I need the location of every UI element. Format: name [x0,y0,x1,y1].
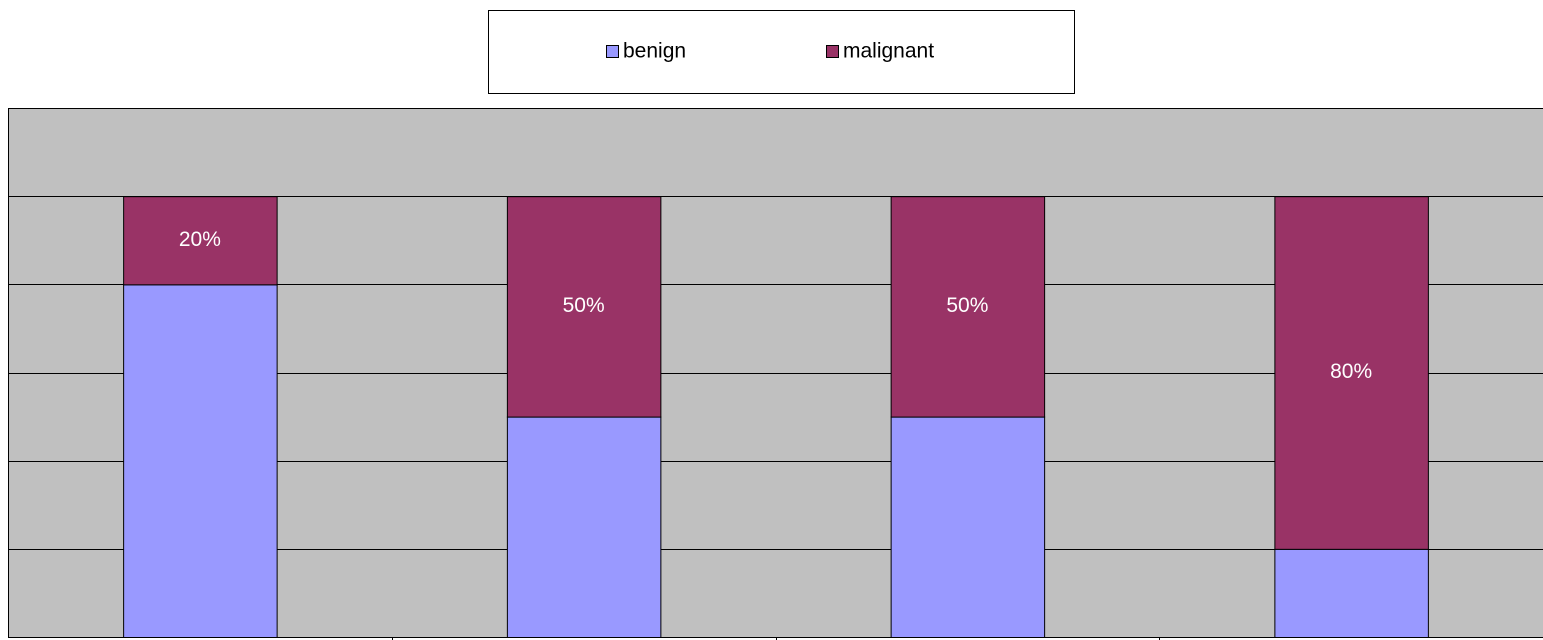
data-label: 20% [179,228,221,251]
legend-label: benign [623,40,686,63]
legend-box [488,10,1075,94]
bar-segment [123,284,278,638]
data-label: 50% [563,294,605,317]
bar-segment [890,196,1046,418]
data-label: 50% [946,294,988,317]
bar-segment [506,416,662,639]
bar-segment [890,416,1046,639]
bar-segment [1274,548,1429,638]
data-label: 80% [1330,360,1372,383]
legend-swatch [606,45,619,58]
bar-segment [123,196,278,286]
legend-label: malignant [843,40,934,63]
bar-segment [1274,196,1429,550]
bar-segment [506,196,662,418]
legend-swatch [826,45,839,58]
